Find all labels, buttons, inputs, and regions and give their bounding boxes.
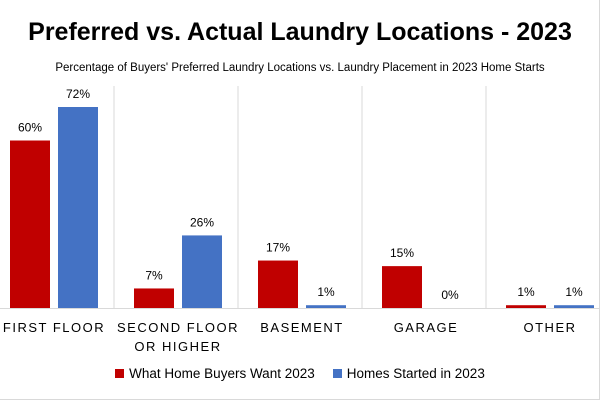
legend-label-homes-started: Homes Started in 2023 (346, 366, 485, 381)
data-label-series2-cat4: 0% (441, 288, 459, 302)
bar-series1-cat1 (10, 140, 50, 308)
bar-series1-cat4 (382, 266, 422, 308)
data-label-series1-cat3: 17% (266, 241, 290, 255)
bar-series1-cat5 (506, 305, 546, 308)
chart-legend: What Home Buyers Want 2023 Homes Started… (0, 366, 600, 381)
x-tick-label-cat5: OTHER (524, 320, 577, 335)
chart-title: Preferred vs. Actual Laundry Locations -… (28, 18, 572, 46)
x-tick-label-cat3: BASEMENT (260, 320, 344, 335)
bar-series2-cat1 (58, 107, 98, 308)
legend-swatch-red (115, 369, 125, 378)
legend-swatch-blue (332, 369, 342, 378)
x-tick-label-cat4: GARAGE (394, 320, 459, 335)
chart-subtitle: Percentage of Buyers' Preferred Laundry … (55, 62, 545, 74)
legend-item-homes-started: Homes Started in 2023 (332, 366, 485, 381)
data-label-series1-cat5: 1% (517, 285, 535, 299)
legend-label-buyers-want: What Home Buyers Want 2023 (129, 366, 315, 381)
data-label-series2-cat2: 26% (190, 215, 214, 229)
x-tick-label-cat1: FIRST FLOOR (3, 320, 105, 335)
bar-series2-cat3 (306, 305, 346, 308)
bar-series1-cat2 (134, 288, 174, 308)
data-label-series1-cat2: 7% (145, 268, 163, 282)
data-label-series2-cat3: 1% (317, 285, 335, 299)
data-label-series1-cat4: 15% (390, 246, 414, 260)
bar-series1-cat3 (258, 260, 298, 308)
legend-item-buyers-want: What Home Buyers Want 2023 (115, 366, 315, 381)
bar-series2-cat2 (182, 235, 222, 308)
x-tick-label-cat2-line2: OR HIGHER (134, 339, 221, 354)
data-label-series2-cat1: 72% (66, 87, 90, 101)
x-tick-label-cat2: SECOND FLOOR (117, 320, 239, 335)
bar-series2-cat5 (554, 305, 594, 308)
data-label-series2-cat5: 1% (565, 285, 583, 299)
data-label-series1-cat1: 60% (18, 121, 42, 135)
